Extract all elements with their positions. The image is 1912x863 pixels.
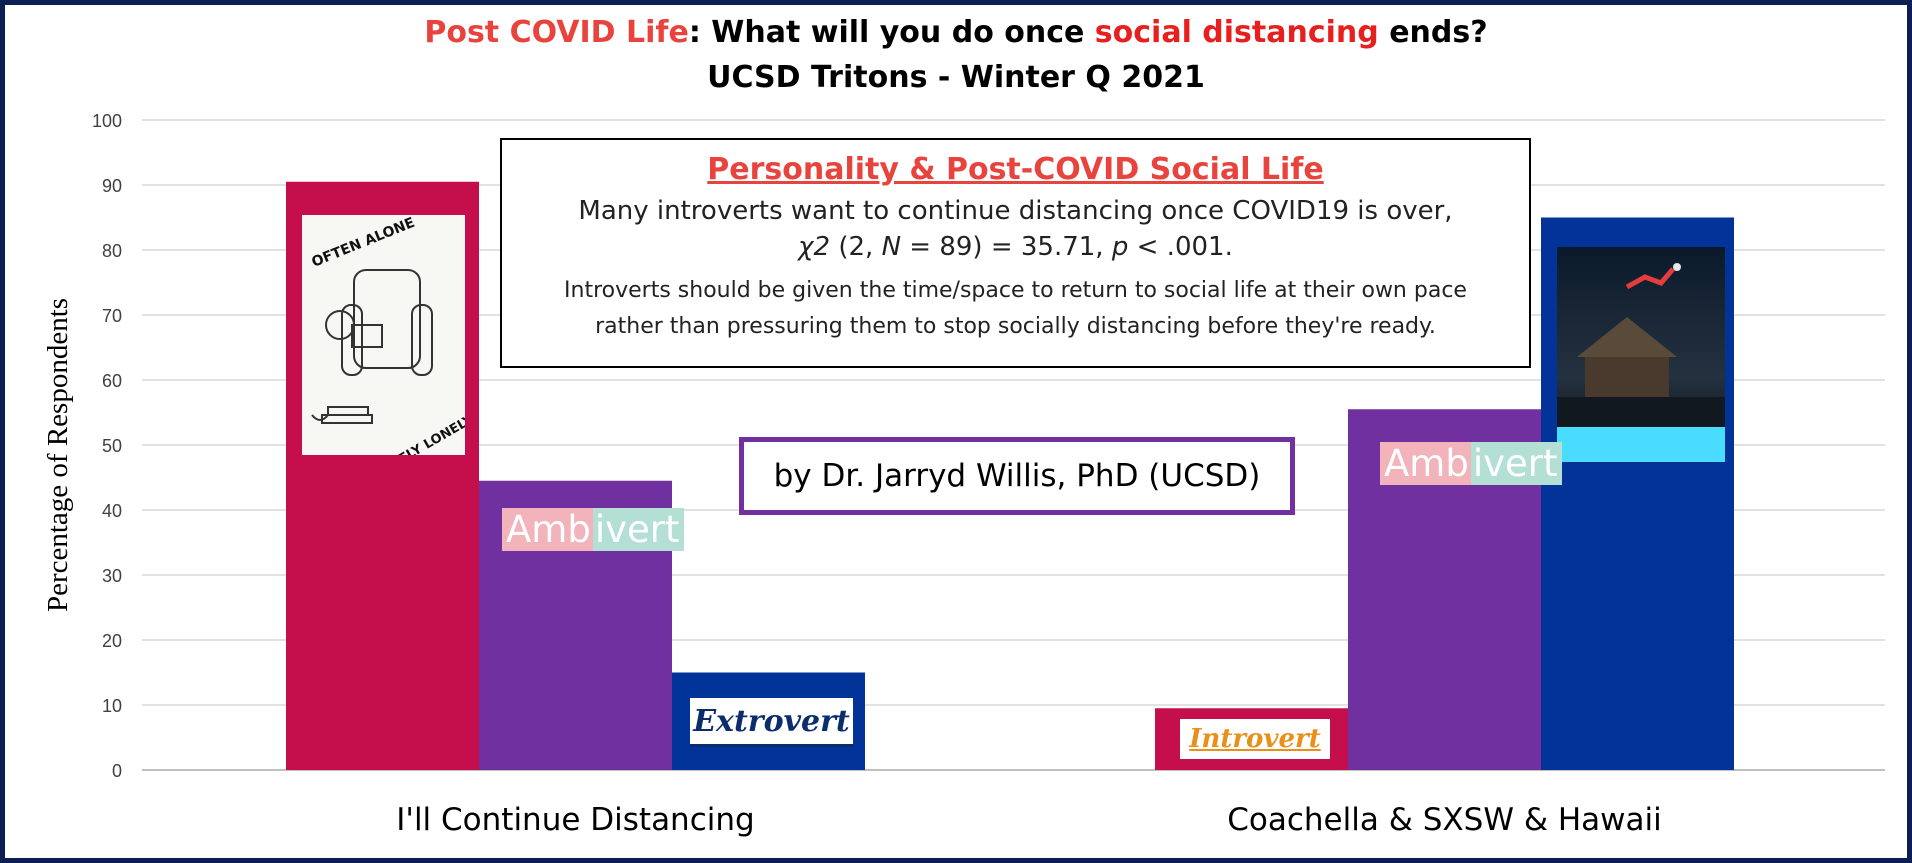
y-tick-label: 0 xyxy=(112,761,122,781)
chart-frame: 0 10 20 30 40 50 60 70 80 90 100 I'll Continue Dis… xyxy=(5,5,1907,858)
stat-text-a: (2, xyxy=(830,232,882,262)
title-part-3: social distancing xyxy=(1094,15,1379,50)
stat-n: N xyxy=(881,232,902,262)
y-tick-label: 50 xyxy=(102,436,122,456)
y-tick-label: 70 xyxy=(102,306,122,326)
often-alone-sign-image: OFTEN ALONE RARELY LONELY xyxy=(302,215,476,482)
title-part-1: Post COVID Life xyxy=(424,15,689,50)
callout-line-1: Many introverts want to continue distanc… xyxy=(578,196,1453,226)
callout-heading: Personality & Post-COVID Social Life xyxy=(707,152,1324,187)
callout-box: Personality & Post-COVID Social Life Man… xyxy=(500,138,1531,368)
x-category-label: I'll Continue Distancing xyxy=(396,802,754,838)
ambivert-badge-2: Amb ivert xyxy=(1380,439,1562,487)
y-tick-label: 40 xyxy=(102,501,122,521)
callout-statistic: χ2 (2, N = 89) = 35.71, p < .001. xyxy=(502,229,1529,265)
extrovert-badge: Extrovert xyxy=(690,698,853,747)
y-tick-label: 60 xyxy=(102,371,122,391)
stat-p: p xyxy=(1111,232,1129,262)
x-category-label: Coachella & SXSW & Hawaii xyxy=(1227,802,1661,838)
chart-title: Post COVID Life: What will you do once s… xyxy=(5,15,1907,50)
y-axis-label: Percentage of Respondents xyxy=(42,298,74,612)
stat-chi: χ2 xyxy=(798,232,831,262)
callout-note-1: Introverts should be given the time/spac… xyxy=(564,278,1467,303)
y-tick-label: 10 xyxy=(102,696,122,716)
y-tick-label: 30 xyxy=(102,566,122,586)
callout-note-2: rather than pressuring them to stop soci… xyxy=(595,314,1436,339)
chart-subtitle: UCSD Tritons - Winter Q 2021 xyxy=(707,60,1205,95)
y-tick-label: 100 xyxy=(92,111,122,131)
pool-party-image xyxy=(1557,247,1725,462)
title-part-2: : What will you do once xyxy=(688,15,1095,50)
introvert-badge: Introvert xyxy=(1180,719,1330,759)
title-part-4: ends? xyxy=(1378,15,1488,50)
author-byline: by Dr. Jarryd Willis, PhD (UCSD) xyxy=(739,437,1295,515)
y-tick-label: 90 xyxy=(102,176,122,196)
stat-text-c: < .001. xyxy=(1128,232,1233,262)
ambivert-badge-1: Amb ivert xyxy=(502,505,684,553)
y-tick-label: 80 xyxy=(102,241,122,261)
y-tick-label: 20 xyxy=(102,631,122,651)
stat-text-b: = 89) = 35.71, xyxy=(901,232,1112,262)
